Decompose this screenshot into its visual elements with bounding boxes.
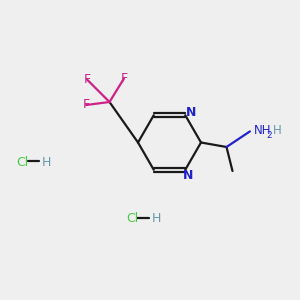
Text: F: F <box>120 72 128 85</box>
Text: F: F <box>82 98 90 112</box>
Text: H: H <box>273 124 281 137</box>
Text: 2: 2 <box>266 131 272 140</box>
Text: NH: NH <box>254 124 272 137</box>
Text: N: N <box>186 106 196 119</box>
Text: H: H <box>42 155 51 169</box>
Text: Cl: Cl <box>126 212 138 226</box>
Text: H: H <box>152 212 161 226</box>
Text: F: F <box>83 73 91 86</box>
Text: N: N <box>183 169 194 182</box>
Text: Cl: Cl <box>16 155 29 169</box>
